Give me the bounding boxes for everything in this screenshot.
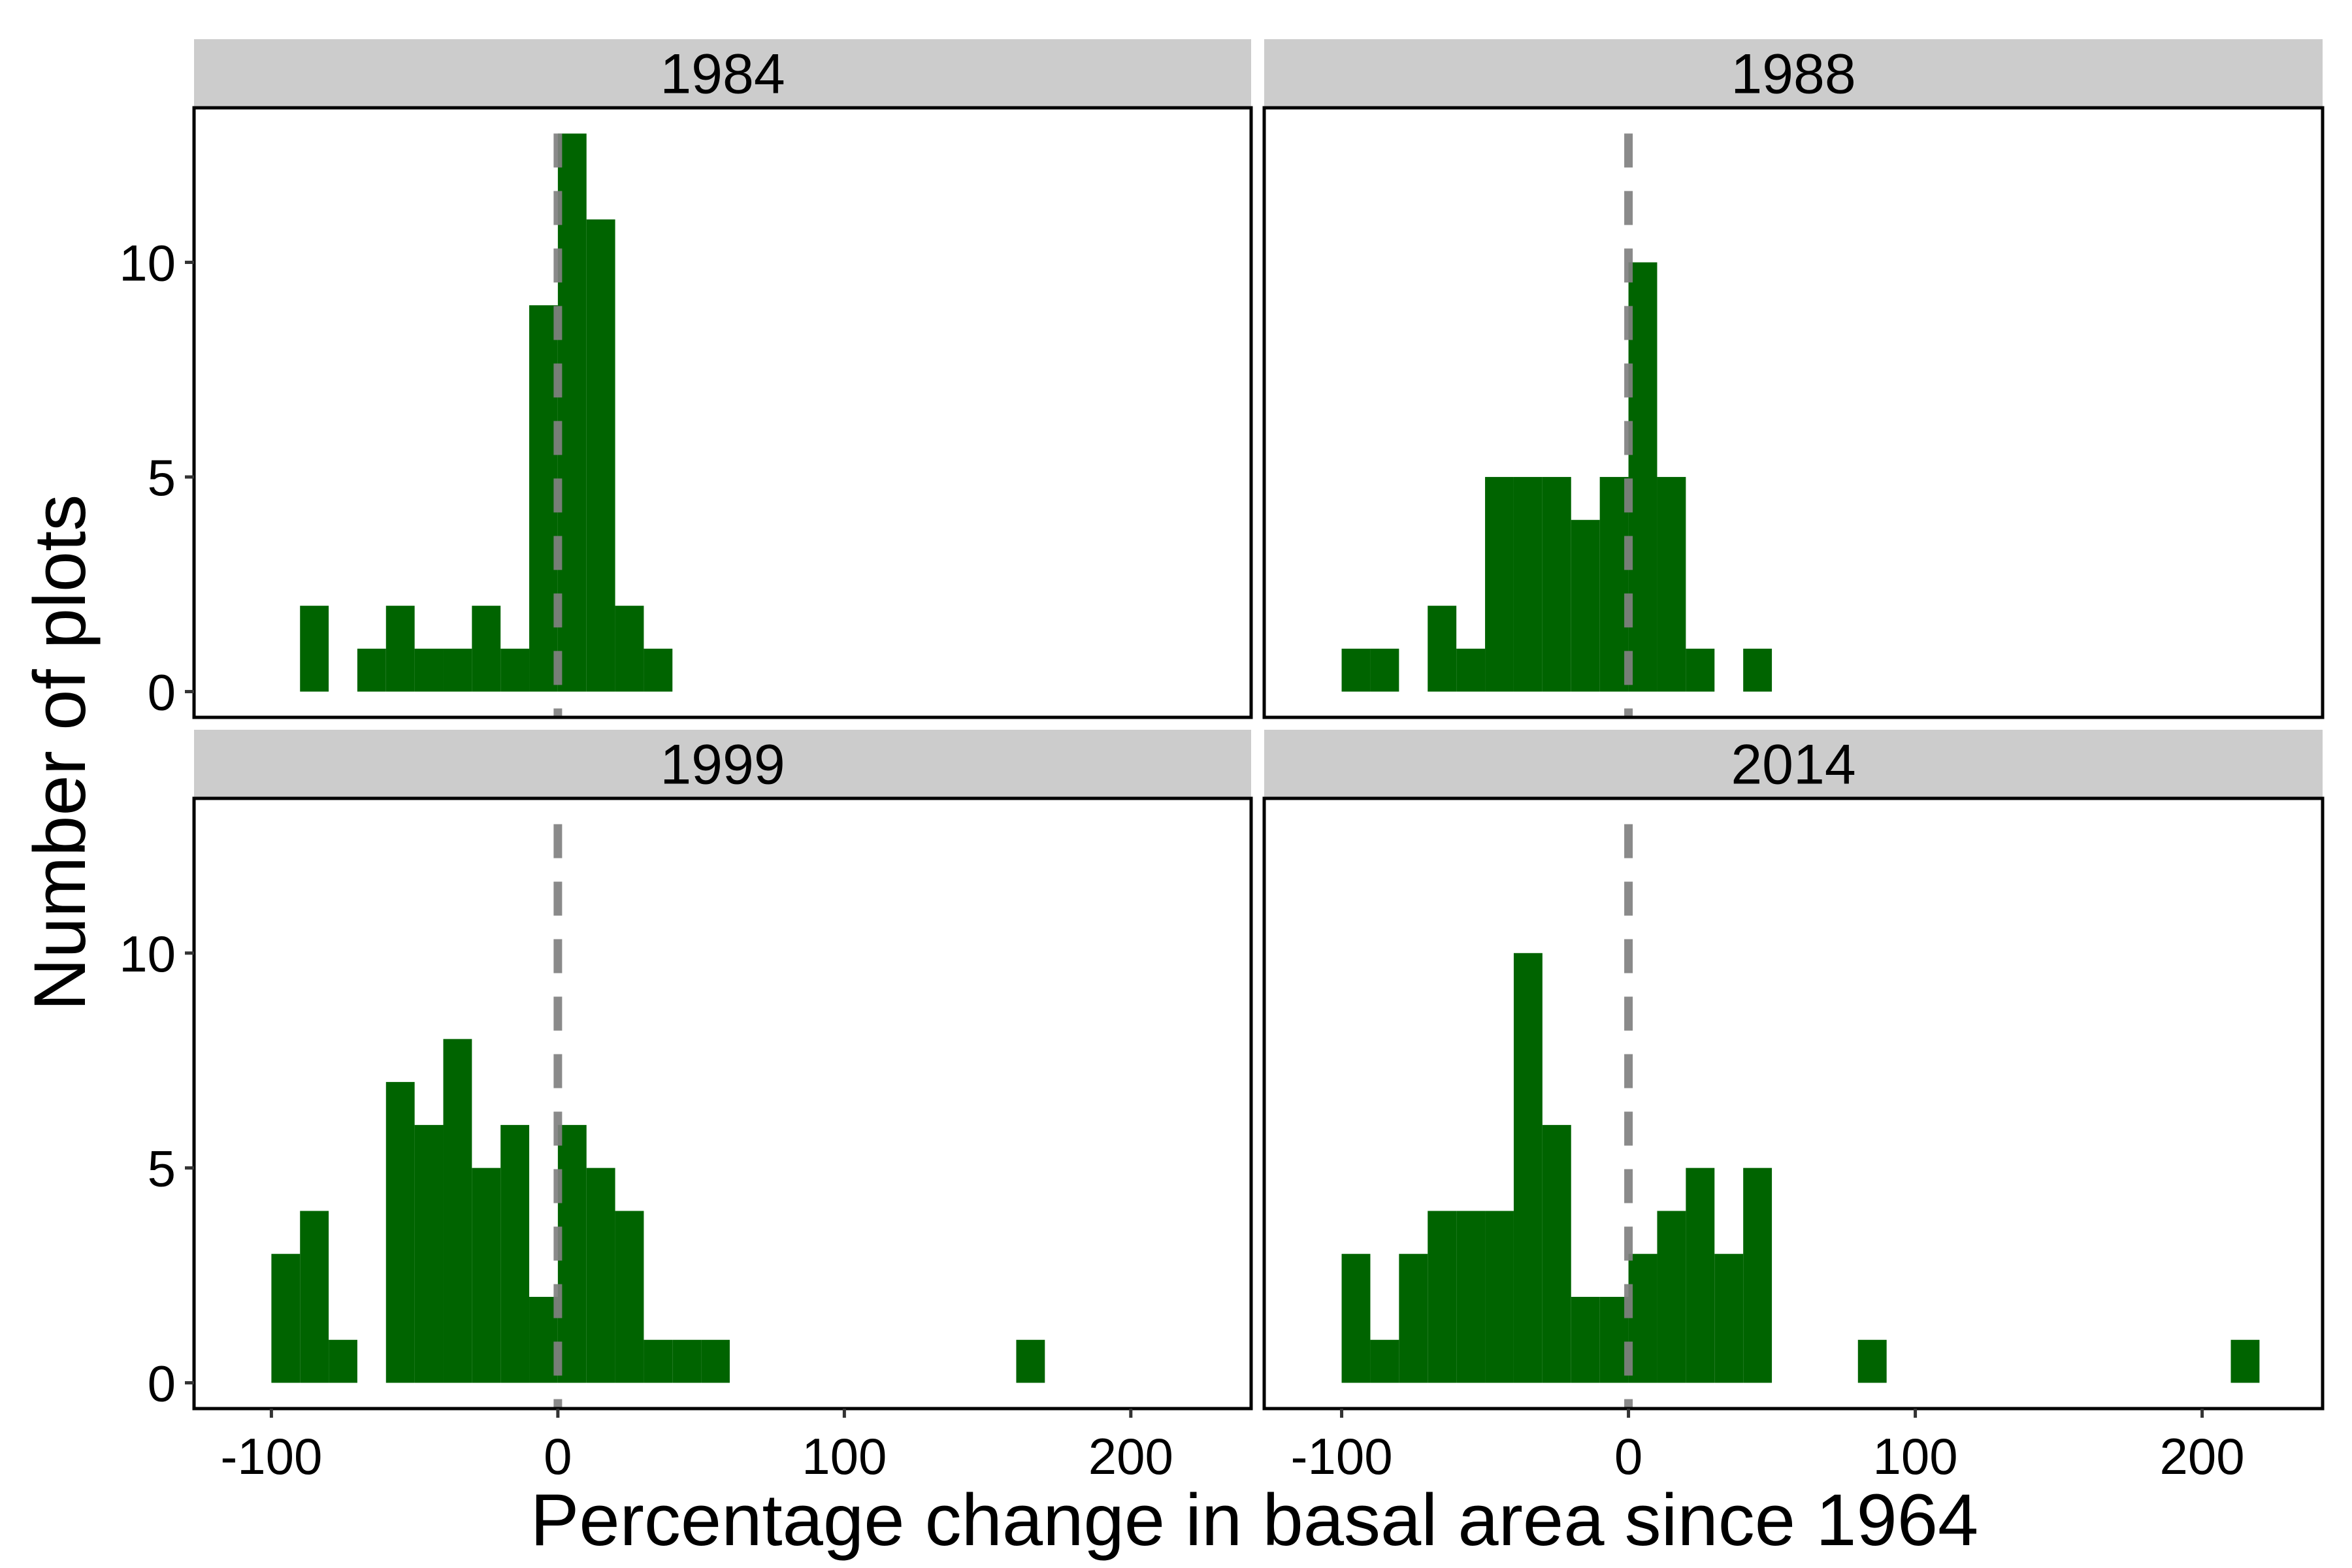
histogram-bar [1513, 953, 1543, 1383]
y-axis-title: Number of plots [19, 495, 101, 1011]
y-tick-label: 5 [148, 449, 176, 506]
histogram-bar [615, 606, 644, 692]
histogram-bar [329, 1339, 357, 1383]
histogram-bar [1513, 477, 1543, 692]
histogram-bar [1599, 477, 1629, 692]
histogram-bar [615, 1211, 644, 1383]
histogram-bar [644, 648, 673, 692]
panel-strip [1264, 730, 2323, 798]
panel-title: 1984 [660, 43, 785, 106]
histogram-bar [414, 1124, 444, 1383]
histogram-bar [472, 606, 501, 692]
histogram-bar [1370, 648, 1399, 692]
histogram-bar [529, 1296, 558, 1383]
histogram-bar [414, 648, 444, 692]
histogram-bar [644, 1339, 673, 1383]
histogram-bar [500, 648, 530, 692]
histogram-bar [1456, 1211, 1486, 1383]
panel-2014: 2014 -100 0 100 200 [1262, 730, 2325, 1485]
histogram-bar [1857, 1339, 1887, 1383]
histogram-bar [1370, 1339, 1399, 1383]
histogram-bar [557, 1124, 587, 1383]
y-tick-label: 5 [148, 1140, 176, 1198]
x-tick-label: 100 [802, 1428, 887, 1485]
histogram-bar [701, 1339, 730, 1383]
x-tick-label: -100 [1290, 1428, 1392, 1485]
panel-strip [1264, 39, 2323, 108]
histogram-bar [1542, 1124, 1571, 1383]
histogram-bar [1657, 477, 1686, 692]
panel-1988: 1988 [1262, 39, 2325, 719]
histogram-bar [1341, 1254, 1371, 1383]
histogram-bar [1599, 1296, 1629, 1383]
y-tick-label: 10 [119, 925, 176, 983]
y-tick-label: 10 [119, 235, 176, 292]
histogram-bar [1628, 262, 1658, 692]
histogram-bar [1657, 1211, 1686, 1383]
histogram-bar [2230, 1339, 2260, 1383]
x-tick-label: 200 [1088, 1428, 1173, 1485]
histogram-bar [586, 219, 615, 692]
histogram-bar [1714, 1254, 1744, 1383]
histogram-bar [271, 1254, 301, 1383]
x-tick-label: 0 [1614, 1428, 1642, 1485]
histogram-bar [357, 648, 386, 692]
histogram-bar [1428, 606, 1457, 692]
x-tick-label: 100 [1873, 1428, 1958, 1485]
panel-title: 2014 [1731, 734, 1855, 796]
y-tick-label: 0 [148, 664, 176, 721]
panel-title: 1988 [1731, 43, 1855, 106]
histogram-bar [1743, 1168, 1772, 1383]
panel-border [192, 106, 1253, 719]
y-tick-label: 0 [148, 1355, 176, 1413]
histogram-bar [1571, 519, 1600, 692]
histogram-bar [1686, 648, 1715, 692]
histogram-bar [300, 1211, 329, 1383]
histogram-bar [1571, 1296, 1600, 1383]
panel-1984: 1984 0 5 10 [119, 39, 1253, 721]
histogram-bar [1485, 1211, 1514, 1383]
panels-layer: 1984 0 5 10 1988 1999 0 5 10 -100 0 100 200 2014 -100 0… [119, 39, 2325, 1485]
panel-1999: 1999 0 5 10 -100 0 100 200 [119, 730, 1253, 1485]
histogram-bar [557, 133, 587, 692]
panel-border [192, 796, 1253, 1411]
histogram-bar [1542, 477, 1571, 692]
x-tick-label: -100 [220, 1428, 322, 1485]
histogram-bar [1456, 648, 1486, 692]
panel-title: 1999 [660, 734, 785, 796]
histogram-bar [472, 1168, 501, 1383]
histogram-bar [1485, 477, 1514, 692]
histogram-bar [500, 1124, 530, 1383]
histogram-bar [1428, 1211, 1457, 1383]
histogram-bar [300, 606, 329, 692]
histogram-bar [586, 1168, 615, 1383]
histogram-bar [385, 606, 415, 692]
panel-strip [194, 730, 1251, 798]
panel-border [1262, 106, 2325, 719]
histogram-bar [1016, 1339, 1045, 1383]
histogram-bar [443, 1039, 472, 1383]
histogram-bar [385, 1082, 415, 1383]
histogram-bar [1743, 648, 1772, 692]
histogram-bar [1399, 1254, 1428, 1383]
x-tick-label: 200 [2160, 1428, 2245, 1485]
panel-border [1262, 796, 2325, 1411]
histogram-bar [443, 648, 472, 692]
panel-strip [194, 39, 1251, 108]
histogram-bar [529, 305, 558, 692]
histogram-bar [1686, 1168, 1715, 1383]
x-tick-label: 0 [544, 1428, 572, 1485]
x-axis-title: Percentage change in basal area since 19… [531, 1479, 1979, 1561]
histogram-bar [1628, 1254, 1658, 1383]
histogram-bar [1341, 648, 1371, 692]
histogram-bar [672, 1339, 702, 1383]
